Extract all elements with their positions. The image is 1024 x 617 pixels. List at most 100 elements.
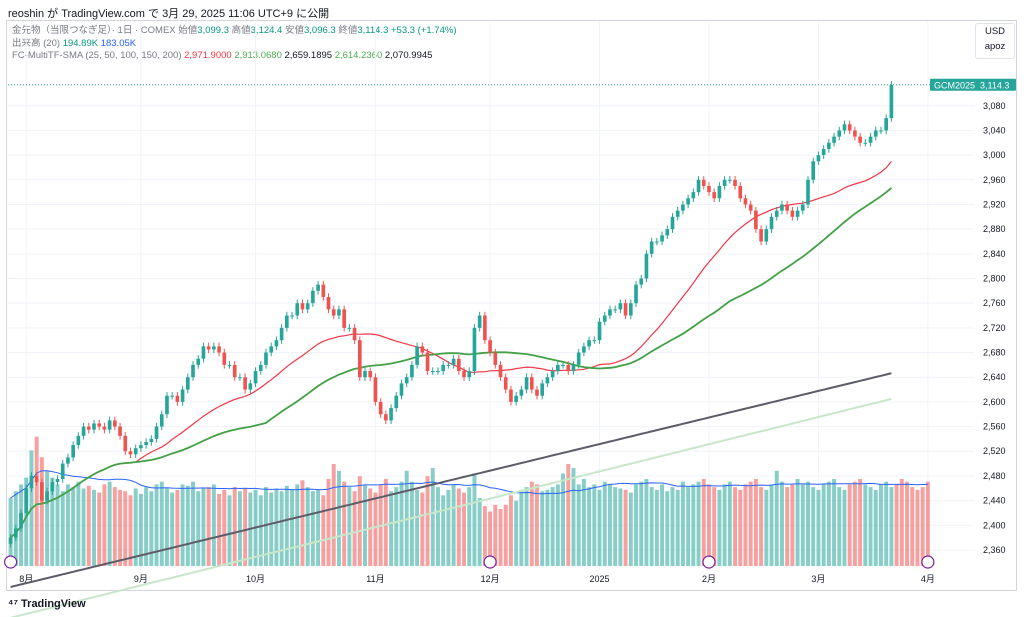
candle-body [175,395,180,402]
volume-bar [587,487,592,566]
volume-bar [837,487,842,566]
volume-bar [607,484,612,566]
volume-bar [910,487,915,566]
volume-bar [399,481,404,566]
volume-bar [39,457,44,566]
volume-bar [342,481,347,566]
volume-bar [550,487,555,566]
candle-body [102,426,107,430]
tradingview-logo[interactable]: ⁴⁷ TradingView [8,598,86,610]
volume-bar [201,488,206,566]
candle-body [191,364,195,378]
candle-body [436,371,440,373]
candle-body [561,364,565,366]
candle-body [243,377,247,390]
candle-body [217,346,221,353]
volume-bar [55,484,60,566]
candle-body [696,179,701,193]
currency-button[interactable]: USD apoz [975,23,1015,59]
volume-bar [76,481,81,566]
volume-bar [868,487,873,566]
candle-body [71,445,75,458]
volume-bar [529,481,534,566]
currency-sub-label: apoz [984,41,1006,52]
candle-body [477,315,482,328]
volume-bar [592,484,597,566]
volume-label[interactable]: 出来高 (20) [12,37,61,49]
candle-body [649,241,654,254]
candle-body [34,475,39,483]
candle-body [410,364,414,378]
volume-bar [649,487,654,566]
volume-bar [347,487,352,566]
volume-bar [86,485,91,566]
y-tick-label: 2,480 [983,471,1006,481]
close-label: 終値 [338,25,358,36]
candle-body [441,364,446,372]
candle-body [863,142,868,144]
volume-bar [821,484,826,566]
volume-bar [102,484,107,566]
candle-body [66,457,70,464]
candle-body [769,216,774,230]
candle-body [675,210,680,217]
sma100-value: 2,659.1895 [284,50,333,61]
volume-bar [191,481,195,566]
candle-body [19,512,23,529]
volume-bar [514,500,519,566]
volume-bar [222,489,227,566]
y-tick-label: 2,720 [983,323,1006,333]
candle-body [738,185,743,199]
volume-bar [243,488,248,566]
volume-bar [738,489,743,566]
y-tick-label: 2,600 [983,397,1006,407]
tv-logo-icon: ⁴⁷ [8,598,18,610]
candle-body [430,371,435,373]
candle-body [665,229,670,236]
candle-body [347,327,352,329]
volume-bar [50,477,55,566]
volume-bar [394,487,399,566]
symbol-description[interactable]: 金先物（当限つなぎ足）· 1日 · COMEX [12,25,176,36]
candle-body [618,303,623,310]
candle-body [76,435,81,446]
volume-bar [826,481,831,566]
candle-body [592,340,597,342]
x-tick-label: 2025 [590,574,610,584]
volume-bar [581,478,586,566]
candle-body [133,448,138,455]
candle-body [790,210,795,217]
candle-body [420,346,425,353]
event-marker-icon [702,555,716,569]
y-tick-label: 2,640 [983,372,1006,382]
candle-body [660,235,664,242]
volume-bar [446,489,451,566]
publish-header: reoshin が TradingView.com で 3月 29, 2025 … [8,8,330,20]
volume-bar [34,436,39,566]
high-label: 高値 [231,25,251,36]
volume-bar [472,473,477,566]
candle-body [529,377,534,390]
volume-bar [576,484,581,566]
candle-body [467,371,472,378]
volume-bar [258,495,263,566]
candle-body [858,136,862,143]
volume-bar [686,487,691,566]
y-tick-label: 2,680 [983,348,1006,358]
volume-bar [842,489,847,566]
volume-bar [639,481,644,566]
volume-bar [925,481,930,566]
sma50-line [10,187,892,539]
candle-body [472,327,477,372]
volume-bar [503,504,508,566]
candle-body [311,290,315,304]
volume-bar [670,487,675,566]
candle-body [827,142,831,149]
candle-body [206,346,211,350]
y-tick-label: 2,960 [983,175,1006,185]
candle-body [92,423,96,430]
sma-label[interactable]: FC-MultiTF-SMA (25, 50, 100, 150, 200) [12,50,182,61]
candle-body [686,198,690,205]
candle-body [316,284,320,291]
